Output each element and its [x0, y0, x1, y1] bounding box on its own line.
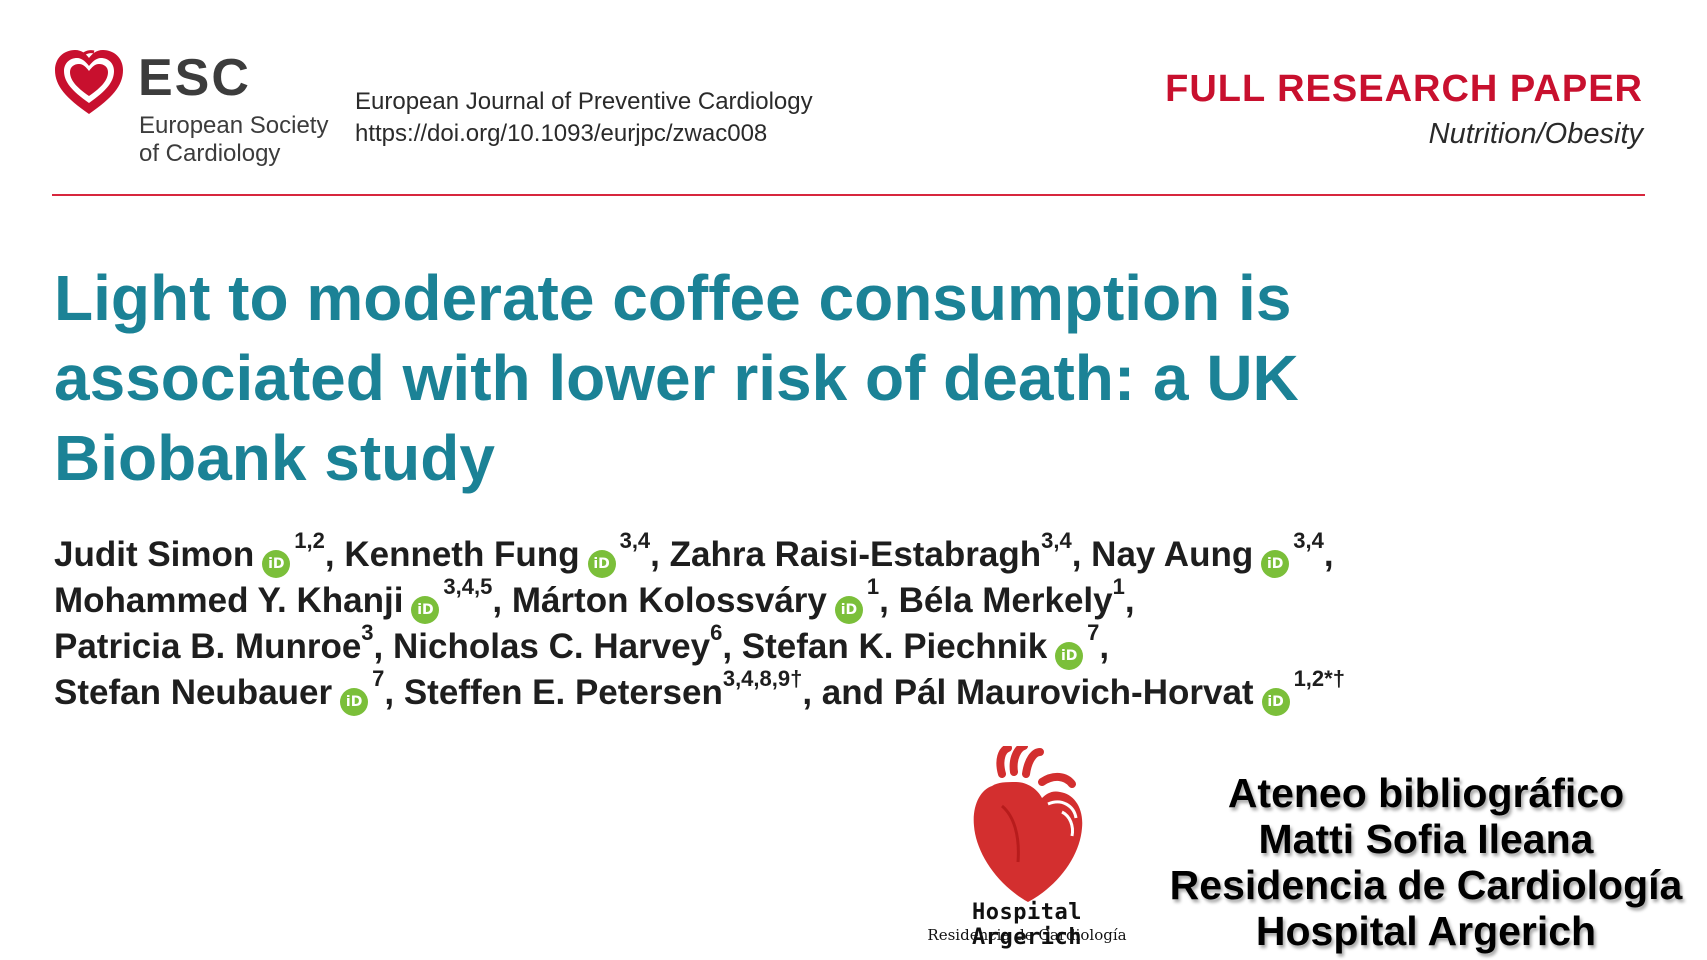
author-separator: ,	[384, 673, 404, 712]
author-separator: ,	[1071, 535, 1092, 574]
author-affiliation: 1	[866, 574, 880, 599]
doi-link[interactable]: https://doi.org/10.1093/eurjpc/zwac008	[355, 120, 768, 147]
author-name: Mohammed Y. Khanji	[54, 581, 404, 620]
author-affiliation: 1,2	[294, 528, 325, 553]
journal-name: European Journal of Preventive Cardiolog…	[355, 88, 813, 115]
author-affiliation: 1	[1112, 574, 1125, 599]
author-affiliation: 3,4,8,9†	[722, 666, 803, 691]
author-entry: Béla Merkely1,	[898, 576, 1135, 621]
author-name: Stefan K. Piechnik	[741, 627, 1048, 666]
author-entry: Zahra Raisi-Estabragh3,4,	[669, 530, 1092, 575]
title-line-1: Light to moderate coffee consumption is	[54, 262, 1292, 334]
orcid-icon[interactable]: iD	[587, 550, 616, 578]
author-affiliation: 3,4	[619, 528, 651, 553]
author-name: Nicholas C. Harvey	[393, 627, 711, 666]
author-affiliation: 3,4	[1041, 528, 1072, 553]
orcid-icon[interactable]: iD	[262, 550, 291, 578]
author-line: Mohammed Y. Khanji iD3,4,5, Márton Koloss…	[54, 576, 1614, 624]
author-separator: ,	[324, 535, 345, 574]
author-line: Stefan Neubauer iD7, Steffen E. Petersen3…	[54, 668, 1614, 716]
author-name: Patricia B. Munroe	[54, 627, 362, 666]
author-entry: Stefan Neubauer iD7,	[54, 668, 404, 716]
author-separator: ,	[373, 627, 393, 666]
esc-abbreviation: ESC	[138, 49, 251, 107]
esc-society-line2: of Cardiology	[139, 140, 281, 167]
title-line-3: Biobank study	[54, 422, 495, 494]
author-separator: ,	[492, 581, 512, 620]
author-separator: ,	[650, 535, 670, 574]
author-separator: ,	[879, 581, 899, 620]
author-separator: ,	[722, 627, 742, 666]
author-name: Kenneth Fung	[344, 535, 580, 574]
paper-type-label: FULL RESEARCH PAPER	[1165, 68, 1643, 110]
presenter-block: Ateneo bibliográfico Matti Sofia Ileana …	[1150, 770, 1702, 954]
author-separator: ,	[1323, 535, 1334, 574]
author-list: Judit Simon iD1,2, Kenneth Fung iD3,4, Zah…	[54, 530, 1614, 716]
orcid-icon[interactable]: iD	[411, 596, 440, 624]
author-line: Patricia B. Munroe3, Nicholas C. Harvey6…	[54, 622, 1614, 670]
author-name: Stefan Neubauer	[54, 673, 333, 712]
author-entry: Steffen E. Petersen3,4,8,9†, and	[403, 668, 894, 713]
author-name: Márton Kolossváry	[511, 581, 827, 620]
esc-heart-logo-icon	[55, 50, 123, 114]
author-entry: Patricia B. Munroe3,	[54, 622, 393, 667]
author-entry: Judit Simon iD1,2,	[54, 530, 345, 578]
journal-info: European Journal of Preventive Cardiolog…	[355, 86, 813, 150]
author-name: Pál Maurovich-Horvat	[893, 673, 1254, 712]
author-affiliation: 7	[1087, 620, 1100, 645]
author-affiliation: 3,4	[1293, 528, 1324, 553]
orcid-icon[interactable]: iD	[340, 688, 369, 716]
presenter-line-4: Hospital Argerich	[1255, 908, 1597, 954]
author-entry: Pál Maurovich-Horvat iD1,2*†	[893, 668, 1345, 716]
author-affiliation: 1,2*†	[1293, 666, 1345, 691]
presenter-line-1: Ateneo bibliográfico	[1227, 770, 1625, 816]
author-name: Judit Simon	[54, 535, 255, 574]
author-entry: Márton Kolossváry iD1,	[511, 576, 899, 624]
author-name: Zahra Raisi-Estabragh	[669, 535, 1042, 574]
author-name: Steffen E. Petersen	[403, 673, 723, 712]
author-entry: Mohammed Y. Khanji iD3,4,5,	[54, 576, 512, 624]
esc-society-name: European Society of Cardiology	[139, 112, 328, 168]
author-entry: Kenneth Fung iD3,4,	[344, 530, 670, 578]
title-line-2: associated with lower risk of death: a U…	[54, 342, 1299, 414]
orcid-icon[interactable]: iD	[1055, 642, 1084, 670]
paper-category-label: Nutrition/Obesity	[1428, 118, 1643, 150]
author-affiliation: 3,4,5	[443, 574, 493, 599]
author-separator: , and	[802, 673, 894, 712]
author-affiliation: 6	[710, 620, 723, 645]
hospital-logo-subtitle: Residencia de Cardiología	[927, 926, 1127, 944]
anatomical-heart-logo-icon	[973, 746, 1083, 902]
presenter-line-2: Matti Sofia Ileana	[1258, 816, 1594, 862]
author-name: Béla Merkely	[898, 581, 1113, 620]
author-affiliation: 7	[372, 666, 385, 691]
header-divider	[52, 194, 1645, 196]
author-line: Judit Simon iD1,2, Kenneth Fung iD3,4, Zah…	[54, 530, 1614, 578]
orcid-icon[interactable]: iD	[834, 596, 863, 624]
orcid-icon[interactable]: iD	[1261, 688, 1290, 716]
esc-society-line1: European Society	[139, 112, 329, 139]
author-separator: ,	[1124, 581, 1135, 620]
author-entry: Nicholas C. Harvey6,	[393, 622, 742, 667]
author-affiliation: 3	[361, 620, 374, 645]
author-name: Nay Aung	[1091, 535, 1254, 574]
presenter-line-3: Residencia de Cardiología	[1169, 862, 1683, 908]
author-entry: Stefan K. Piechnik iD7,	[741, 622, 1110, 670]
orcid-icon[interactable]: iD	[1261, 550, 1290, 578]
hospital-logo-name: Hospital Argerich	[972, 900, 1082, 950]
author-separator: ,	[1099, 627, 1110, 666]
paper-title: Light to moderate coffee consumption is …	[54, 258, 1494, 498]
author-entry: Nay Aung iD3,4,	[1091, 530, 1334, 578]
